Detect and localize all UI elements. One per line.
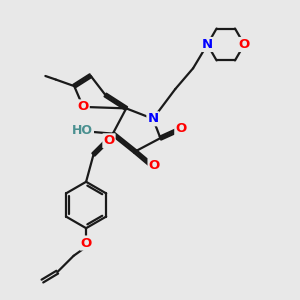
Text: O: O <box>175 122 187 135</box>
Text: N: N <box>147 112 158 125</box>
Text: O: O <box>77 100 89 113</box>
Text: O: O <box>103 134 115 147</box>
Text: O: O <box>148 159 160 172</box>
Text: O: O <box>238 38 250 51</box>
Text: O: O <box>80 236 92 250</box>
Text: N: N <box>202 38 213 51</box>
Text: HO: HO <box>72 124 93 137</box>
